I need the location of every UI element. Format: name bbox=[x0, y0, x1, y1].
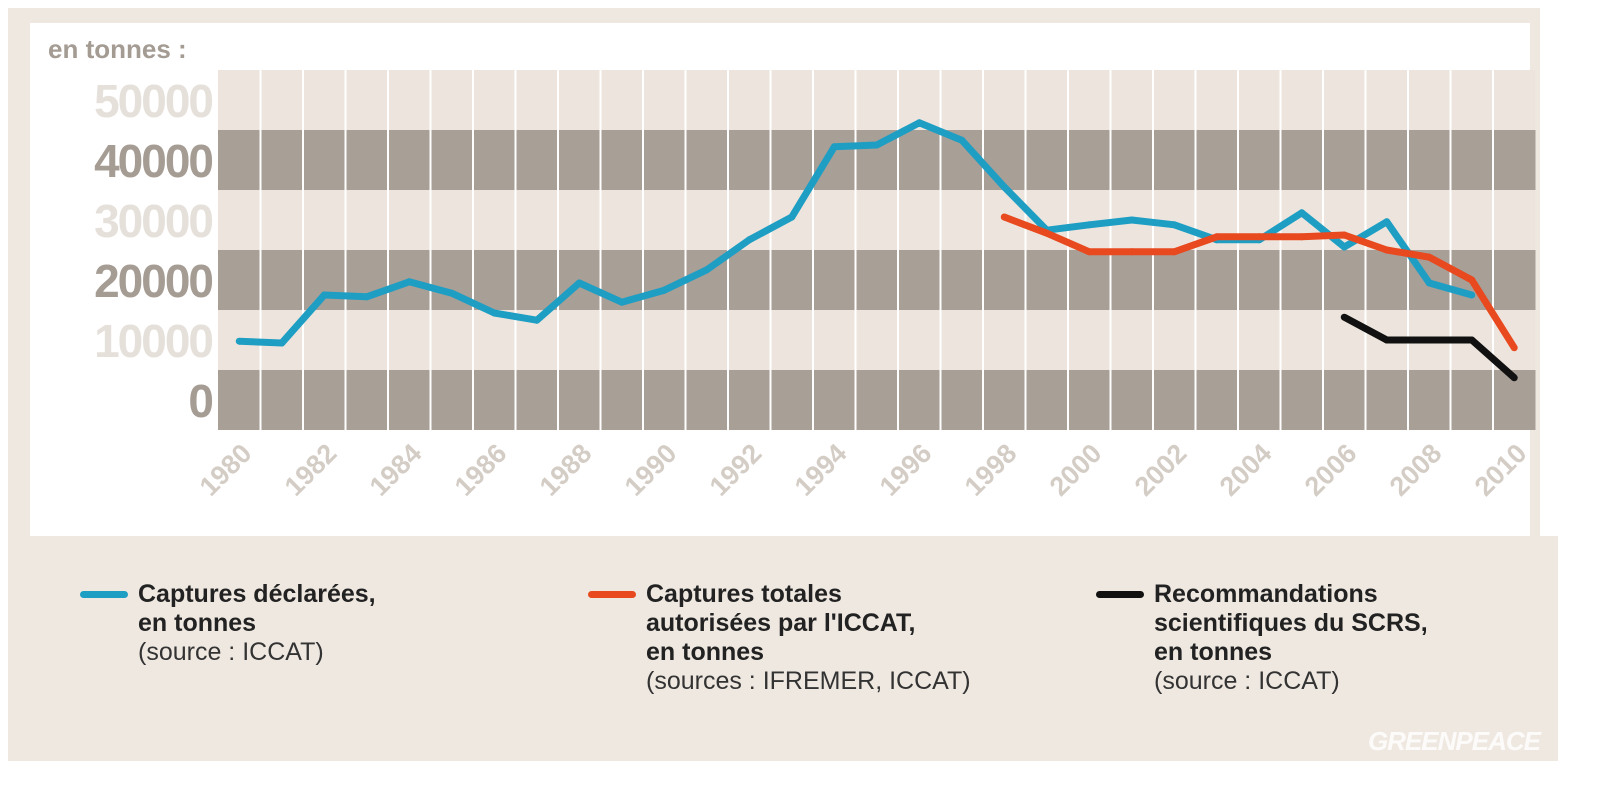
y-axis-unit-label: en tonnes : bbox=[48, 34, 187, 64]
x-tick-label: 1980 bbox=[194, 438, 258, 502]
x-tick-label: 2000 bbox=[1044, 438, 1108, 502]
data-point bbox=[278, 339, 286, 347]
data-point bbox=[788, 213, 796, 221]
data-point bbox=[363, 293, 371, 301]
data-point bbox=[1298, 209, 1306, 217]
y-tick-label: 0 bbox=[188, 375, 212, 427]
data-point bbox=[1085, 248, 1093, 256]
legend-swatch-red bbox=[588, 591, 636, 598]
data-point bbox=[660, 286, 668, 294]
data-point bbox=[533, 316, 541, 324]
legend-text: en tonnes bbox=[1154, 638, 1273, 666]
greenpeace-watermark: GREENPEACE bbox=[1367, 726, 1541, 756]
x-tick-label: 1986 bbox=[449, 438, 513, 502]
data-point bbox=[1510, 374, 1518, 382]
grid-band-light bbox=[218, 310, 1536, 370]
data-point bbox=[830, 143, 838, 151]
legend-item-declared-catches: Captures déclarées, en tonnes (source : … bbox=[80, 580, 376, 667]
data-point bbox=[1468, 291, 1476, 299]
grid-band-dark bbox=[218, 130, 1536, 190]
data-point bbox=[1170, 248, 1178, 256]
x-tick-label: 1994 bbox=[789, 438, 853, 502]
legend-source: (sources : IFREMER, ICCAT) bbox=[646, 667, 971, 695]
data-point bbox=[1340, 313, 1348, 321]
legend-text: autorisées par l'ICCAT, bbox=[646, 609, 916, 637]
data-point bbox=[1128, 248, 1136, 256]
legend-source: (source : ICCAT) bbox=[138, 638, 324, 666]
data-point bbox=[235, 337, 243, 345]
data-point bbox=[1510, 344, 1518, 352]
y-tick-label: 20000 bbox=[94, 255, 212, 307]
legend-text: Captures totales bbox=[646, 580, 842, 608]
data-point bbox=[320, 291, 328, 299]
data-point bbox=[1425, 253, 1433, 261]
x-tick-label: 2010 bbox=[1469, 438, 1533, 502]
legend-source: (source : ICCAT) bbox=[1154, 667, 1340, 695]
data-point bbox=[915, 119, 923, 127]
x-tick-label: 2004 bbox=[1214, 438, 1278, 502]
data-point bbox=[1170, 221, 1178, 229]
x-tick-label: 1992 bbox=[704, 438, 768, 502]
y-tick-label: 30000 bbox=[94, 195, 212, 247]
data-point bbox=[958, 136, 966, 144]
data-point bbox=[1213, 233, 1221, 241]
legend-item-scrs: Recommandations scientifiques du SCRS, e… bbox=[1096, 580, 1428, 696]
grid-band-dark bbox=[218, 370, 1536, 430]
y-tick-label: 50000 bbox=[94, 75, 212, 127]
data-point bbox=[1340, 231, 1348, 239]
legend-text: en tonnes bbox=[138, 609, 257, 637]
data-point bbox=[1383, 246, 1391, 254]
x-tick-label: 1990 bbox=[619, 438, 683, 502]
data-point bbox=[1298, 233, 1306, 241]
data-point bbox=[1468, 336, 1476, 344]
data-point bbox=[490, 309, 498, 317]
grid-band-dark bbox=[218, 250, 1536, 310]
data-point bbox=[745, 236, 753, 244]
data-point bbox=[618, 298, 626, 306]
data-point bbox=[1425, 279, 1433, 287]
data-point bbox=[1383, 336, 1391, 344]
line-chart: en tonnes : 50000 40000 30000 20000 10000 0 19… bbox=[48, 34, 1536, 502]
x-tick-label: 1988 bbox=[534, 438, 598, 502]
x-tick-label: 1998 bbox=[959, 438, 1023, 502]
legend-text: Captures déclarées, bbox=[138, 580, 376, 608]
legend-swatch-black bbox=[1096, 591, 1144, 598]
x-tick-label: 2006 bbox=[1299, 438, 1363, 502]
x-tick-label: 1984 bbox=[364, 438, 428, 502]
data-point bbox=[1043, 229, 1051, 237]
x-tick-label: 1982 bbox=[279, 438, 343, 502]
data-point bbox=[575, 279, 583, 287]
data-point bbox=[1128, 216, 1136, 224]
legend: Captures déclarées, en tonnes (source : … bbox=[8, 536, 1558, 761]
legend-text: Recommandations bbox=[1154, 580, 1378, 608]
grid-band-light bbox=[218, 70, 1536, 130]
y-tick-label: 40000 bbox=[94, 135, 212, 187]
y-tick-label: 10000 bbox=[94, 315, 212, 367]
x-tick-label: 1996 bbox=[874, 438, 938, 502]
data-point bbox=[1340, 243, 1348, 251]
data-point bbox=[1085, 221, 1093, 229]
legend-item-tac: Captures totales autorisées par l'ICCAT,… bbox=[588, 580, 971, 696]
x-tick-label: 2008 bbox=[1384, 438, 1448, 502]
data-point bbox=[873, 141, 881, 149]
data-point bbox=[703, 266, 711, 274]
data-point bbox=[1255, 233, 1263, 241]
legend-swatch-blue bbox=[80, 591, 128, 598]
data-point bbox=[448, 289, 456, 297]
data-point bbox=[1383, 218, 1391, 226]
data-point bbox=[1425, 336, 1433, 344]
data-point bbox=[1468, 276, 1476, 284]
data-point bbox=[405, 278, 413, 286]
data-point bbox=[1000, 213, 1008, 221]
x-tick-label: 2002 bbox=[1129, 438, 1193, 502]
legend-text: scientifiques du SCRS, bbox=[1154, 609, 1428, 637]
data-point bbox=[1000, 183, 1008, 191]
legend-text: en tonnes bbox=[646, 638, 765, 666]
